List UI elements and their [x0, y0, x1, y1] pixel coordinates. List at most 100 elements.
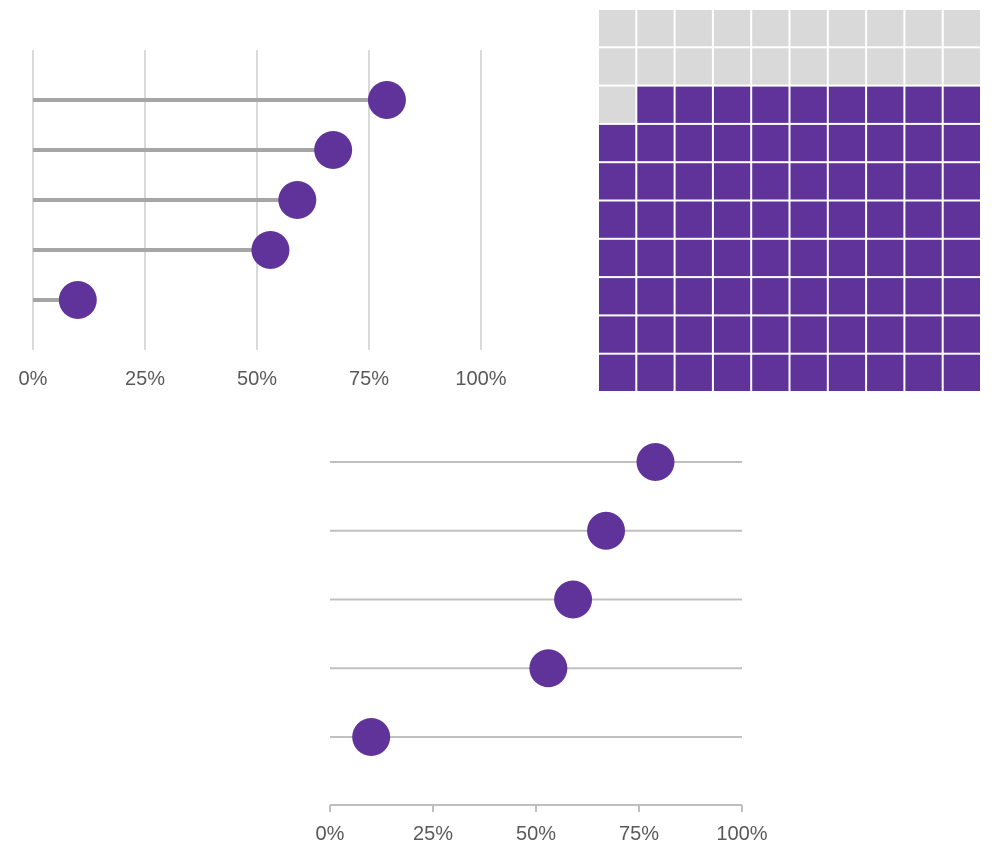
waffle-cell-filled	[828, 163, 866, 200]
waffle-cell-filled	[637, 201, 674, 238]
lollipop-dot	[367, 81, 406, 119]
waffle-cell-filled	[828, 239, 866, 277]
dot-plot-chart: 0% 25% 50% 75% 100%	[316, 443, 768, 845]
waffle-cell-filled	[637, 278, 674, 315]
waffle-cell-empty	[752, 10, 789, 47]
waffle-cell-empty	[790, 48, 827, 85]
waffle-cell-filled	[790, 86, 827, 123]
waffle-cell-empty	[828, 48, 866, 85]
x-tick-label: 75%	[619, 823, 659, 845]
x-tick-label: 75%	[349, 368, 389, 390]
waffle-cell-filled	[905, 201, 942, 238]
waffle-cell-empty	[943, 10, 980, 47]
waffle-cell-filled	[599, 316, 636, 353]
waffle-cell-filled	[675, 316, 712, 353]
waffle-cell-empty	[675, 10, 712, 47]
x-tick-label: 100%	[455, 368, 506, 390]
waffle-cell-empty	[713, 48, 751, 85]
dot-marker	[529, 649, 568, 688]
waffle-cell-filled	[599, 163, 636, 200]
waffle-cell-empty	[599, 48, 636, 85]
waffle-cell-filled	[790, 201, 827, 238]
lollipop-dot	[278, 181, 317, 219]
waffle-cell-filled	[943, 278, 980, 315]
waffle-cell-filled	[867, 201, 904, 238]
waffle-cell-filled	[905, 124, 942, 162]
waffle-cell-filled	[752, 278, 789, 315]
waffle-cell-filled	[713, 124, 751, 162]
dot-marker	[352, 718, 391, 756]
waffle-cell-filled	[637, 163, 674, 200]
waffle-chart	[598, 9, 981, 392]
x-tick-label: 50%	[237, 368, 277, 390]
waffle-cell-filled	[943, 124, 980, 162]
waffle-cell-filled	[943, 316, 980, 353]
waffle-cell-filled	[752, 354, 789, 391]
waffle-cell-empty	[752, 48, 789, 85]
waffle-cell-filled	[599, 201, 636, 238]
dot-marker	[587, 511, 626, 550]
x-tick-label: 25%	[125, 368, 165, 390]
lollipop-dot	[251, 231, 290, 269]
waffle-cell-filled	[867, 239, 904, 277]
waffle-cell-filled	[675, 278, 712, 315]
waffle-cell-empty	[637, 48, 674, 85]
waffle-cell-filled	[637, 86, 674, 123]
waffle-cell-filled	[752, 124, 789, 162]
waffle-cell-empty	[828, 10, 866, 47]
waffle-cell-filled	[713, 354, 751, 391]
lollipop-chart: 0% 25% 50% 75% 100%	[19, 50, 507, 390]
waffle-cell-filled	[828, 201, 866, 238]
waffle-cell-filled	[599, 124, 636, 162]
waffle-cell-filled	[905, 86, 942, 123]
waffle-cell-filled	[943, 86, 980, 123]
lollipop-dot	[314, 131, 353, 169]
x-tick-label: 0%	[316, 823, 345, 845]
waffle-cell-filled	[943, 201, 980, 238]
waffle-cell-filled	[713, 86, 751, 123]
waffle-cell-empty	[599, 86, 636, 123]
waffle-cell-filled	[599, 239, 636, 277]
waffle-cell-empty	[599, 10, 636, 47]
waffle-cell-empty	[713, 10, 751, 47]
waffle-cell-filled	[943, 163, 980, 200]
x-tick-label: 50%	[516, 823, 556, 845]
waffle-cell-filled	[675, 239, 712, 277]
lollipop-dot	[58, 281, 97, 319]
waffle-cell-filled	[790, 278, 827, 315]
waffle-cell-filled	[905, 278, 942, 315]
waffle-cell-filled	[637, 354, 674, 391]
waffle-cell-filled	[675, 201, 712, 238]
waffle-cell-filled	[867, 86, 904, 123]
waffle-cell-filled	[867, 354, 904, 391]
waffle-cell-filled	[790, 316, 827, 353]
waffle-cell-empty	[943, 48, 980, 85]
waffle-cell-filled	[599, 354, 636, 391]
waffle-cell-filled	[675, 354, 712, 391]
waffle-cell-filled	[828, 316, 866, 353]
waffle-cell-filled	[713, 316, 751, 353]
waffle-cell-filled	[713, 239, 751, 277]
waffle-cell-filled	[867, 163, 904, 200]
x-tick-label: 25%	[413, 823, 453, 845]
waffle-cell-filled	[943, 354, 980, 391]
waffle-cell-filled	[599, 278, 636, 315]
waffle-cell-empty	[637, 10, 674, 47]
waffle-cell-filled	[828, 86, 866, 123]
waffle-cell-filled	[905, 354, 942, 391]
waffle-cell-filled	[713, 201, 751, 238]
waffle-cell-filled	[637, 124, 674, 162]
waffle-cell-filled	[828, 354, 866, 391]
waffle-cell-filled	[752, 163, 789, 200]
waffle-cell-filled	[713, 163, 751, 200]
waffle-cell-filled	[790, 163, 827, 200]
waffle-cell-filled	[752, 86, 789, 123]
waffle-cell-filled	[637, 239, 674, 277]
waffle-cell-filled	[637, 316, 674, 353]
waffle-cell-filled	[867, 316, 904, 353]
waffle-cell-filled	[675, 86, 712, 123]
waffle-cell-filled	[790, 239, 827, 277]
waffle-cell-filled	[675, 163, 712, 200]
waffle-cell-filled	[675, 124, 712, 162]
